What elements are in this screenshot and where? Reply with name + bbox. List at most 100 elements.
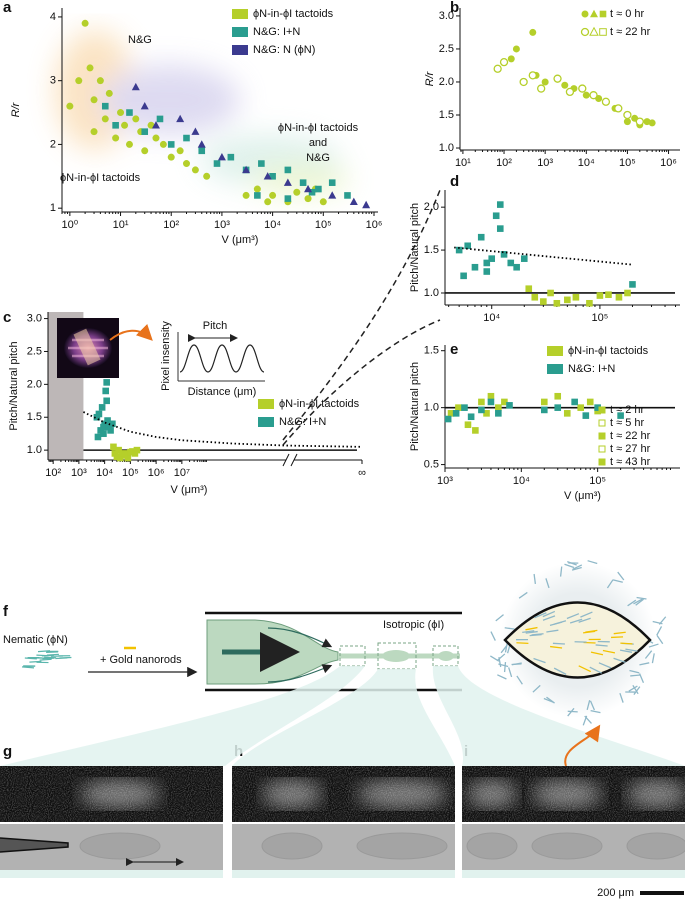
rod	[497, 674, 507, 680]
point	[617, 412, 624, 419]
rod	[619, 649, 633, 653]
rod	[29, 660, 42, 663]
micrographs	[0, 766, 685, 878]
point	[540, 298, 547, 305]
point	[141, 147, 149, 155]
rod	[632, 684, 639, 695]
point	[115, 446, 122, 454]
point	[81, 19, 89, 27]
point	[444, 415, 452, 423]
point	[152, 134, 160, 142]
rod	[633, 686, 641, 696]
legend-label: ϕN-in-ϕI tactoids	[279, 398, 360, 410]
rod	[46, 651, 59, 654]
point	[563, 410, 571, 417]
rod	[522, 630, 535, 634]
point	[156, 115, 164, 123]
x-axis-label: V (μm³)	[222, 234, 259, 246]
point	[349, 197, 358, 205]
rod	[578, 665, 591, 673]
point	[103, 379, 110, 386]
charts: 10⁰ 10¹ 10² 10³ 10⁴ 10⁵ 10⁶ 1 2 3 4 V (μm³) R/r ϕN-in…	[8, 8, 680, 502]
point	[500, 251, 508, 258]
x-tick-label: 10⁴	[578, 157, 595, 169]
rod	[534, 612, 547, 619]
y-tick-label: 1.5	[424, 345, 439, 357]
point	[100, 430, 107, 437]
rod	[545, 578, 550, 589]
diagram: Nematic (ϕN) + Gold nanorods Isotropic (…	[0, 560, 685, 767]
legend-label: N&G: I+N	[253, 26, 300, 38]
noise	[0, 766, 223, 822]
point	[513, 263, 520, 271]
rod	[582, 715, 588, 726]
rod	[589, 700, 595, 711]
legend-swatch	[232, 45, 248, 55]
point	[105, 89, 113, 97]
noise	[232, 766, 455, 822]
legend-label: t ≈ 27 hr	[610, 443, 651, 455]
point	[648, 119, 656, 127]
x-tick-label: 10³	[71, 467, 87, 479]
point	[629, 281, 636, 288]
diagram-label: + Gold nanorods	[100, 654, 182, 666]
rod	[546, 629, 559, 633]
point	[96, 77, 104, 85]
rod	[635, 598, 644, 606]
rod	[636, 596, 647, 600]
panel-label: d	[450, 173, 459, 190]
x-tick-label: 10³	[214, 219, 230, 231]
diagram-label: Nematic (ϕN)	[3, 634, 68, 646]
point	[553, 74, 562, 83]
rod	[533, 657, 546, 664]
point	[191, 166, 199, 174]
legend-label: N&G: I+N	[568, 363, 615, 375]
x-tick-label: 10⁵	[315, 219, 332, 231]
point	[467, 413, 475, 421]
point	[293, 188, 301, 196]
x-tick-label: 10⁵	[619, 157, 636, 169]
rod	[516, 675, 523, 685]
rod	[500, 644, 508, 654]
point	[242, 191, 250, 199]
inset-y-label: Pixel insensity	[160, 321, 172, 391]
rod	[628, 685, 638, 692]
inset-title: Pitch	[203, 320, 227, 332]
legend-marker	[598, 432, 606, 440]
point	[455, 404, 462, 411]
legend-label: t ≈ 43 hr	[610, 456, 651, 468]
y-tick-label: 3.0	[27, 312, 42, 324]
point	[101, 115, 109, 123]
pipette	[0, 837, 69, 853]
point	[488, 255, 496, 262]
rod	[498, 657, 502, 668]
point	[614, 104, 623, 113]
point	[547, 289, 554, 297]
y-axis-label: Pitch/Natural pitch	[409, 362, 421, 451]
point	[582, 412, 590, 419]
rod	[610, 636, 624, 639]
point	[213, 160, 221, 167]
point	[125, 140, 133, 148]
point	[487, 392, 495, 400]
x-tick-label: 10⁵	[122, 467, 139, 479]
legend-marker	[598, 445, 606, 453]
point	[586, 398, 594, 406]
point	[487, 398, 495, 406]
x-tick-label: 10⁵	[592, 312, 609, 324]
point	[624, 289, 631, 297]
annotation: ϕN-in-ϕI tactoids	[278, 122, 359, 134]
point	[561, 81, 569, 89]
point	[110, 443, 117, 451]
point	[101, 102, 109, 110]
point	[319, 198, 327, 206]
y-tick-label: 1.5	[27, 411, 42, 423]
point	[461, 404, 468, 411]
band	[0, 870, 223, 878]
y-tick-label: 4	[50, 11, 56, 23]
point	[102, 387, 110, 395]
droplet	[356, 832, 448, 860]
point	[525, 285, 533, 292]
droplet	[466, 832, 518, 860]
